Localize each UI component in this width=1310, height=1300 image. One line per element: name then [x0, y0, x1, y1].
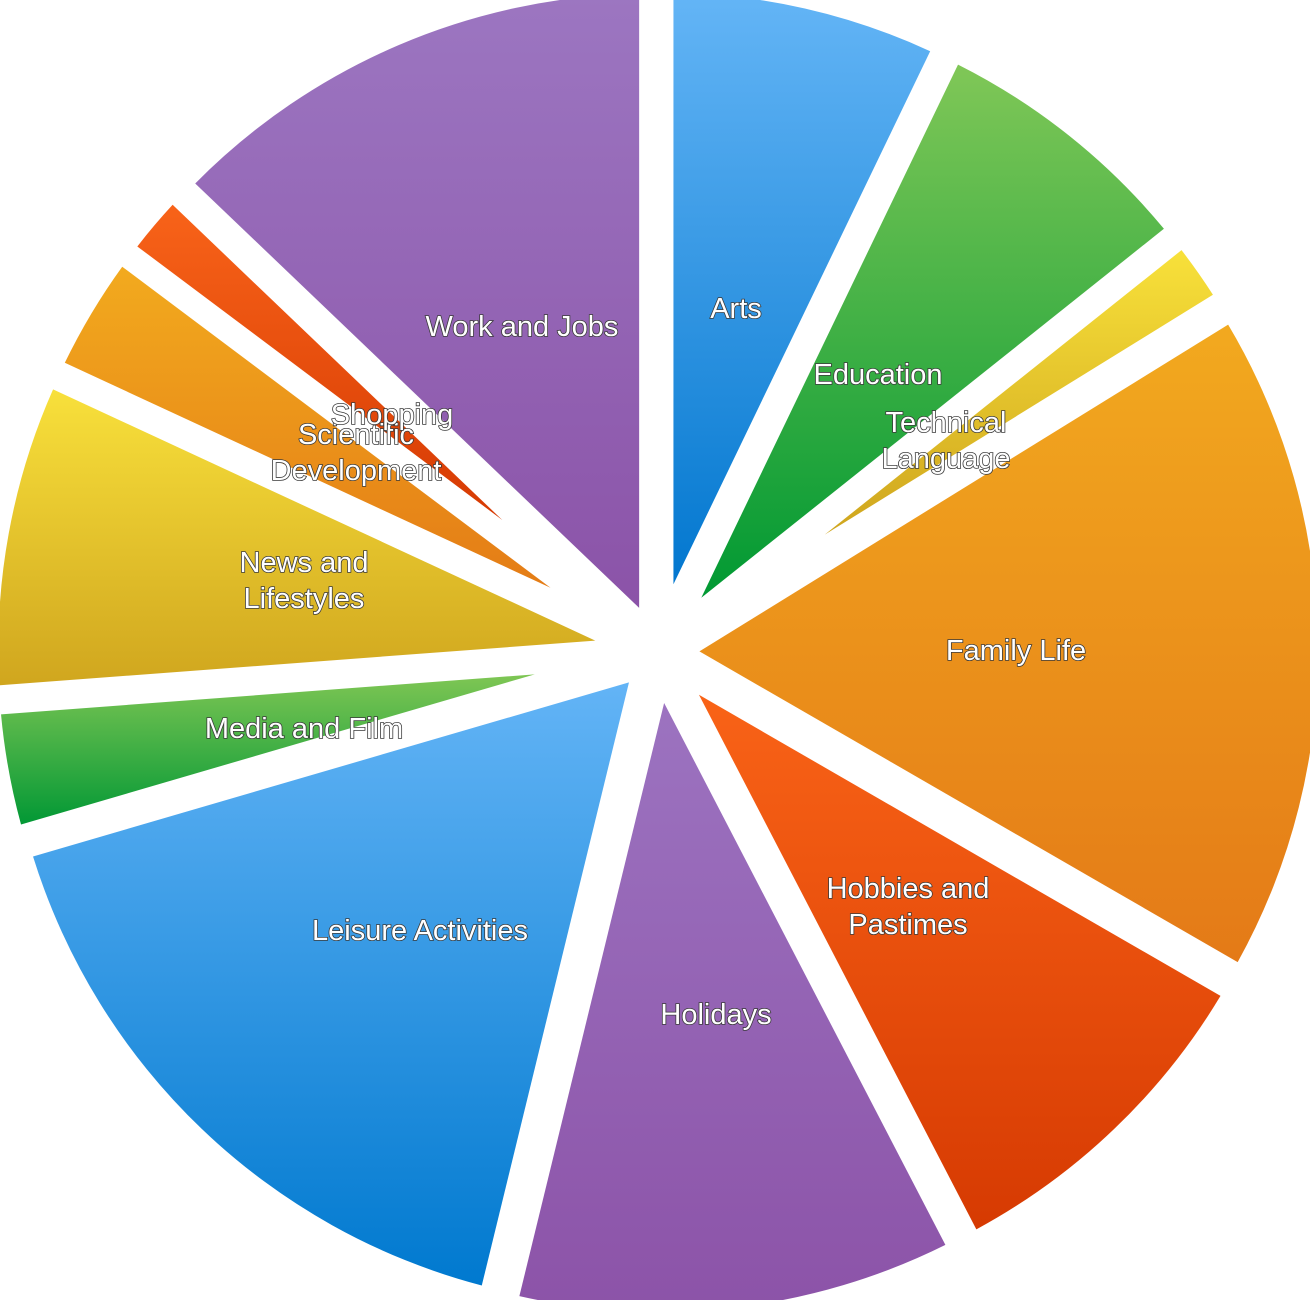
label-family-life: Family Life — [946, 635, 1086, 667]
label-holidays: Holidays — [660, 999, 771, 1031]
slice-media-and-film — [1, 674, 535, 825]
slice-education — [701, 64, 1164, 598]
slice-shopping — [137, 204, 503, 521]
label-news-and-lifestyles: News and Lifestyles — [240, 547, 369, 615]
label-media-and-film: Media and Film — [205, 713, 403, 745]
slice-scientific-development — [64, 266, 551, 588]
slice-holidays — [519, 702, 946, 1300]
label-scientific-development: Scientific Development — [271, 419, 442, 487]
slice-hobbies-and-pastimes — [698, 694, 1221, 1230]
label-leisure-activities: Leisure Activities — [312, 915, 528, 947]
slice-technical-language — [824, 250, 1213, 535]
slice-family-life — [699, 324, 1310, 963]
label-arts: Arts — [710, 293, 762, 325]
pie-labels: Arts Education Technical Language Family Lif… — [204, 292, 1087, 1032]
slice-arts — [673, 0, 931, 585]
label-work-and-jobs: Work and Jobs — [426, 311, 619, 343]
slice-work-and-jobs — [195, 0, 640, 608]
label-hobbies-and-pastimes: Hobbies and Pastimes — [827, 873, 990, 941]
slice-news-and-lifestyles — [0, 389, 596, 686]
label-shopping: Shopping — [331, 399, 454, 431]
slice-leisure-activities — [33, 682, 629, 1286]
label-education: Education — [814, 359, 943, 391]
label-technical-language: Technical Language — [881, 407, 1010, 475]
